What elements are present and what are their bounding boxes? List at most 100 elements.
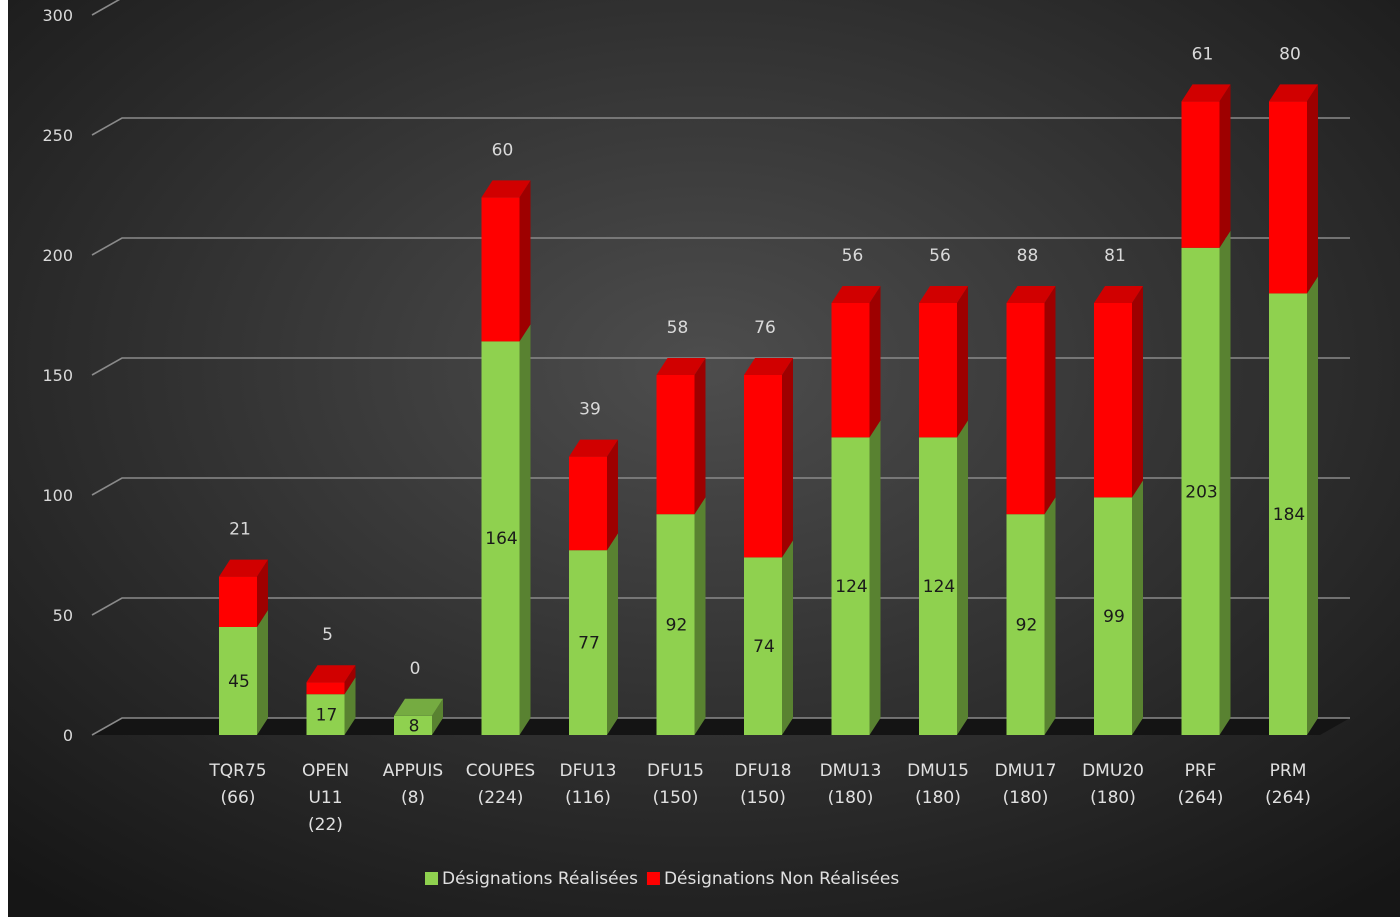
bar-segment-side	[957, 286, 968, 438]
bar-top-cap	[306, 665, 356, 683]
bar-segment-front	[219, 576, 257, 627]
bar-top-cap	[744, 358, 793, 375]
y-tick-label: 0	[63, 726, 73, 745]
bar-segment-front	[1006, 303, 1045, 515]
data-label-realisees: 92	[1016, 616, 1038, 636]
data-label-realisees: 74	[753, 637, 775, 657]
data-label-realisees: 99	[1103, 607, 1125, 627]
y-tick-label: 250	[42, 126, 73, 145]
bar-segment-front	[1269, 101, 1307, 294]
bar-top-cap	[1181, 84, 1231, 102]
bar-top-cap	[656, 358, 706, 375]
bar-segment-front	[1094, 303, 1132, 498]
bar-top-cap	[1006, 286, 1056, 303]
bar-segment-side	[607, 439, 618, 551]
x-axis: TQR75 (66) OPEN U11 (22) APPUIS (8) COUPES (224)…	[208, 761, 1310, 835]
bar-segment-front	[919, 437, 957, 735]
bar-segment-front	[744, 375, 782, 558]
legend: Désignations Réalisées Désignations Non R…	[425, 869, 899, 889]
data-label-non-realisees: 39	[579, 400, 601, 420]
bar-top-cap	[569, 439, 618, 457]
bar-segment-side	[869, 420, 881, 735]
bar-segment-front	[1181, 247, 1220, 736]
bar-top-cap	[1094, 286, 1143, 303]
bar-segment-front	[744, 557, 782, 735]
bar-segment-side	[957, 420, 968, 735]
bar-segment-front	[656, 375, 695, 515]
bar-segment-side	[257, 559, 268, 627]
x-tick-label: DMU13 (180)	[820, 761, 882, 808]
chart-floor	[92, 718, 1350, 735]
bar-segment-front	[219, 627, 257, 735]
bar-segment-side	[782, 540, 793, 735]
data-label-realisees: 124	[835, 577, 867, 597]
bar-segment-front	[306, 694, 345, 735]
data-label-non-realisees: 76	[754, 318, 776, 338]
data-label-realisees: 164	[485, 529, 517, 549]
bars	[219, 84, 1318, 736]
bar-segment-front	[1094, 497, 1132, 735]
y-tick-label: 150	[42, 366, 73, 385]
gridline	[91, 0, 121, 16]
data-label-realisees: 184	[1273, 505, 1305, 525]
bar-segment-front	[306, 682, 345, 695]
bar-segment-front	[569, 456, 607, 551]
y-tick-label: 50	[53, 606, 73, 625]
bar-segment-side	[519, 180, 531, 342]
bar-top-cap	[919, 286, 968, 303]
data-label-non-realisees: 21	[229, 520, 251, 540]
bar-segment-front	[569, 550, 607, 735]
x-tick-label: DMU17 (180)	[995, 761, 1057, 808]
bar-segment-side	[519, 324, 531, 735]
bar-segment-side	[257, 610, 268, 735]
x-tick-label: TQR75 (66)	[208, 761, 266, 808]
data-label-non-realisees: 0	[410, 659, 421, 679]
data-label-realisees: 203	[1185, 482, 1217, 502]
x-tick-label: DFU18 (150)	[735, 761, 792, 808]
data-label-non-realisees: 5	[322, 625, 333, 645]
data-label-non-realisees: 80	[1279, 44, 1301, 64]
x-tick-label: DMU15 (180)	[907, 761, 969, 808]
bar-top-cap	[219, 559, 268, 577]
x-tick-label: PRM (264)	[1265, 761, 1311, 808]
bar-segment-front	[481, 341, 520, 735]
bar-segment-side	[1307, 276, 1318, 735]
bar-segment-front	[919, 303, 957, 438]
data-labels: 4521175801646077399258747612456124569288…	[228, 44, 1305, 736]
gridline	[91, 117, 1350, 136]
x-tick-label: PRF (264)	[1178, 761, 1224, 808]
data-label-realisees: 77	[578, 634, 600, 654]
data-label-realisees: 8	[409, 716, 420, 736]
legend-swatch	[425, 872, 438, 885]
bar-segment-front	[1181, 101, 1220, 248]
x-tick-label: DMU20 (180)	[1082, 761, 1144, 808]
bar-segment-side	[344, 665, 356, 695]
data-label-non-realisees: 88	[1017, 246, 1039, 266]
bar-segment-side	[1132, 480, 1143, 735]
bar-segment-front	[394, 715, 432, 735]
bar-segment-front	[831, 437, 870, 735]
bar-top-cap	[481, 180, 531, 198]
legend-label: Désignations Réalisées	[442, 869, 638, 889]
bar-segment-side	[1307, 84, 1318, 294]
bar-top-cap	[831, 286, 881, 303]
legend-swatch	[646, 872, 660, 885]
data-label-non-realisees: 61	[1192, 44, 1214, 64]
gridline	[91, 237, 1350, 256]
bar-segment-side	[694, 497, 706, 735]
data-label-non-realisees: 58	[667, 318, 689, 338]
bar-segment-front	[481, 197, 520, 342]
data-label-realisees: 45	[228, 672, 250, 692]
x-tick-label: DFU13 (116)	[560, 761, 617, 808]
y-tick-label: 300	[42, 6, 73, 25]
x-tick-label: APPUIS (8)	[383, 761, 443, 808]
data-label-realisees: 17	[316, 706, 338, 726]
bar-segment-front	[656, 514, 695, 735]
data-label-realisees: 92	[666, 616, 688, 636]
data-label-realisees: 124	[923, 577, 955, 597]
bar-segment-side	[1132, 286, 1143, 498]
bar-segment-side	[1219, 84, 1231, 248]
bar-segment-front	[1269, 293, 1307, 735]
bar-top-cap	[1269, 84, 1318, 102]
